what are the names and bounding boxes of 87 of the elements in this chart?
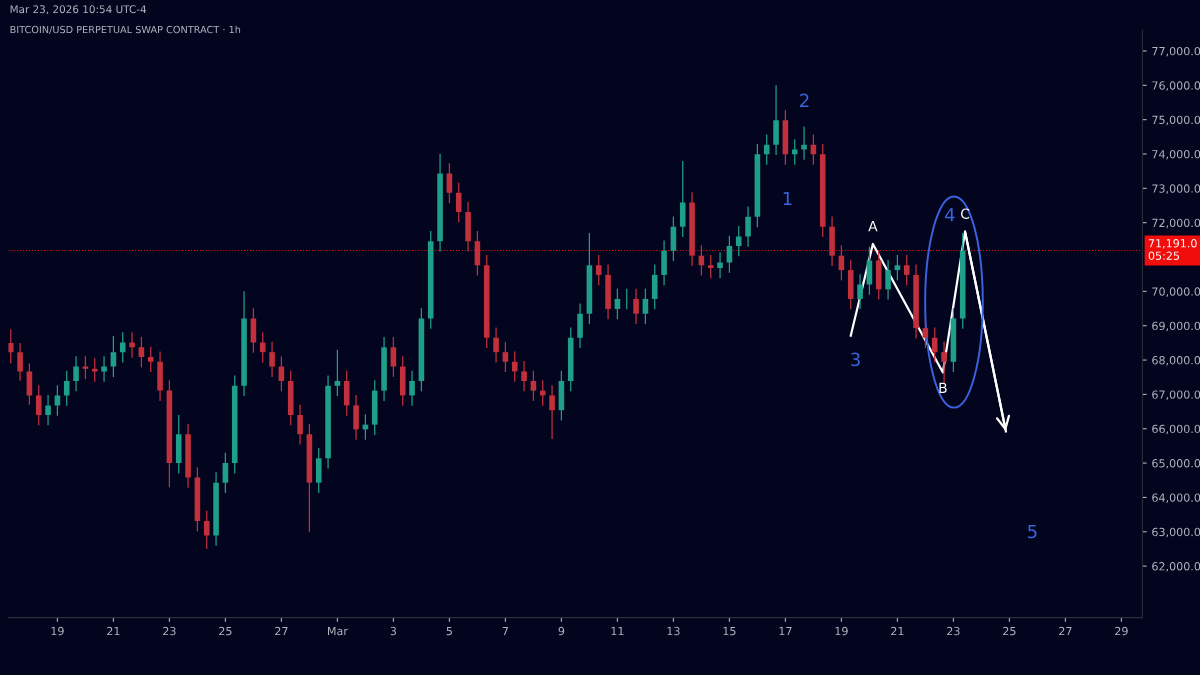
x-tick-label: 23 <box>947 626 960 636</box>
x-tick-label: 27 <box>1059 626 1072 636</box>
annotation: 2 <box>800 93 809 107</box>
candlestick <box>259 331 266 364</box>
y-tick-label: 63,000.0 <box>1152 527 1200 538</box>
y-tick-label: 72,000.0 <box>1152 218 1200 229</box>
y-tick-label: 76,000.0 <box>1152 81 1200 91</box>
candlestick <box>530 370 537 402</box>
x-tick-label: 3 <box>390 626 397 636</box>
candlestick <box>138 336 145 368</box>
candlestick <box>334 349 341 397</box>
candlestick <box>45 394 51 426</box>
y-tick-label: 62,000.0 <box>1152 562 1200 572</box>
x-tick-label: 25 <box>1003 626 1016 636</box>
annotation: B <box>939 382 947 393</box>
candlestick <box>763 133 770 166</box>
candlestick <box>17 342 23 382</box>
candlestick <box>455 181 462 223</box>
candlestick <box>511 350 518 383</box>
annotation: 1 <box>783 191 792 206</box>
candlestick <box>922 317 929 349</box>
x-tick-label: Mar <box>328 626 348 636</box>
candlestick <box>717 251 723 279</box>
candlestick <box>73 355 79 392</box>
x-tick-label: 21 <box>107 626 120 636</box>
candlestick <box>521 360 527 392</box>
candlestick <box>894 254 901 282</box>
x-tick-label: 17 <box>779 626 792 636</box>
x-tick-label: 21 <box>891 626 904 636</box>
y-tick-label: 77,000.0 <box>1152 46 1200 57</box>
x-tick-label: 5 <box>446 626 452 636</box>
annotation: A <box>868 221 878 232</box>
candlestick <box>110 335 117 378</box>
candlestick <box>549 384 555 440</box>
y-tick-label: 65,000.0 <box>1152 459 1200 469</box>
annotation: C <box>961 208 970 219</box>
candlestick <box>222 452 229 494</box>
candlestick <box>493 326 499 364</box>
candlestick <box>409 370 415 407</box>
candlestick <box>857 273 863 310</box>
y-tick-label: 69,000.0 <box>1152 321 1200 332</box>
x-tick-label: 19 <box>51 626 64 636</box>
y-tick-label: 75,000.0 <box>1152 115 1200 126</box>
x-tick-label: 25 <box>219 626 232 636</box>
candlestick <box>502 341 509 373</box>
candlestick <box>390 336 397 378</box>
chart-title: BITCOIN/USD PERPETUAL SWAP CONTRACT · 1h <box>10 25 241 34</box>
candlestick <box>801 125 807 161</box>
candlestick <box>269 341 275 378</box>
y-tick-label: 70,000.0 <box>1152 287 1200 297</box>
x-tick-label: 27 <box>275 626 288 636</box>
y-tick-label: 67,000.0 <box>1152 390 1200 400</box>
ref-line-label: 71,191.0 05:25 <box>1148 239 1197 260</box>
y-tick-label: 66,000.0 <box>1152 424 1200 435</box>
annotation: 4 <box>944 208 955 222</box>
x-tick-label: 7 <box>502 626 508 636</box>
candlestick <box>633 288 639 325</box>
x-tick-label: 23 <box>163 626 176 636</box>
annotation: 5 <box>1028 524 1037 539</box>
candlestick <box>147 346 154 373</box>
candlestick <box>119 331 126 364</box>
x-tick-label: 9 <box>558 626 565 636</box>
candlestick <box>745 205 751 248</box>
candlestick <box>735 225 742 257</box>
text: Mar 23, 2026 10:54 UTC-4 <box>10 5 147 15</box>
candlestick <box>63 370 70 407</box>
x-tick-label: 19 <box>835 626 848 636</box>
candlestick <box>203 510 210 550</box>
candlestick <box>931 326 938 364</box>
candlestick <box>726 235 733 274</box>
x-tick-label: 29 <box>1115 626 1128 636</box>
candlestick <box>707 254 714 279</box>
y-tick-label: 74,000.0 <box>1152 149 1200 160</box>
x-tick-label: 13 <box>667 626 680 636</box>
candlestick <box>297 404 303 446</box>
y-tick-label: 68,000.0 <box>1152 356 1200 366</box>
y-tick-label: 64,000.0 <box>1152 493 1200 503</box>
candlestick <box>642 288 649 325</box>
annotation: 3 <box>851 352 860 367</box>
y-tick-label: 73,000.0 <box>1152 184 1200 194</box>
candlestick <box>903 254 910 286</box>
x-tick-label: 15 <box>723 626 736 636</box>
candlestick <box>8 328 14 365</box>
x-tick-label: 11 <box>611 626 624 636</box>
candlestick <box>35 384 42 426</box>
candlestick <box>595 254 602 286</box>
candlestick <box>885 259 891 301</box>
